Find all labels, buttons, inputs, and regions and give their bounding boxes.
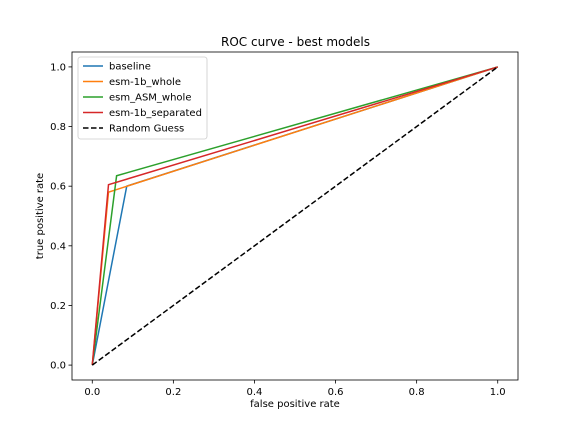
legend-label: esm_ASM_whole <box>109 93 192 104</box>
legend-label: Random Guess <box>109 124 184 135</box>
y-tick-label: 1.0 <box>50 62 66 73</box>
axes-frame <box>71 51 519 381</box>
y-tick-label: 0.0 <box>50 361 66 372</box>
plot-area <box>91 66 499 366</box>
x-tick-label: 0.4 <box>247 387 263 398</box>
chart-title: ROC curve - best models <box>221 35 370 49</box>
x-tick-label: 1.0 <box>490 387 506 398</box>
x-axis: 0.0 0.2 0.4 0.6 0.8 1.0 <box>84 380 506 398</box>
y-axis: 0.0 0.2 0.4 0.6 0.8 1.0 <box>50 62 72 372</box>
y-axis-label: true positive rate <box>35 173 46 259</box>
x-tick-label: 0.6 <box>328 387 344 398</box>
legend-label: esm-1b_whole <box>109 77 181 88</box>
legend-label: esm-1b_separated <box>109 108 202 119</box>
x-tick-label: 0.0 <box>84 387 100 398</box>
legend: baseline esm-1b_whole esm_ASM_whole esm-1b_… <box>77 56 208 140</box>
series-line-esm-asm-whole <box>91 66 498 366</box>
legend-box <box>77 56 208 140</box>
y-tick-label: 0.4 <box>50 241 66 252</box>
legend-label: baseline <box>109 62 151 73</box>
y-tick-label: 0.2 <box>50 301 66 312</box>
y-tick-label: 0.6 <box>50 182 66 193</box>
x-tick-label: 0.2 <box>165 387 181 398</box>
x-axis-label: false positive rate <box>250 399 340 410</box>
x-tick-label: 0.8 <box>409 387 425 398</box>
series-line-random-guess <box>91 66 499 366</box>
series-line-esm-1b-separated <box>91 66 498 366</box>
y-tick-label: 0.8 <box>50 122 66 133</box>
